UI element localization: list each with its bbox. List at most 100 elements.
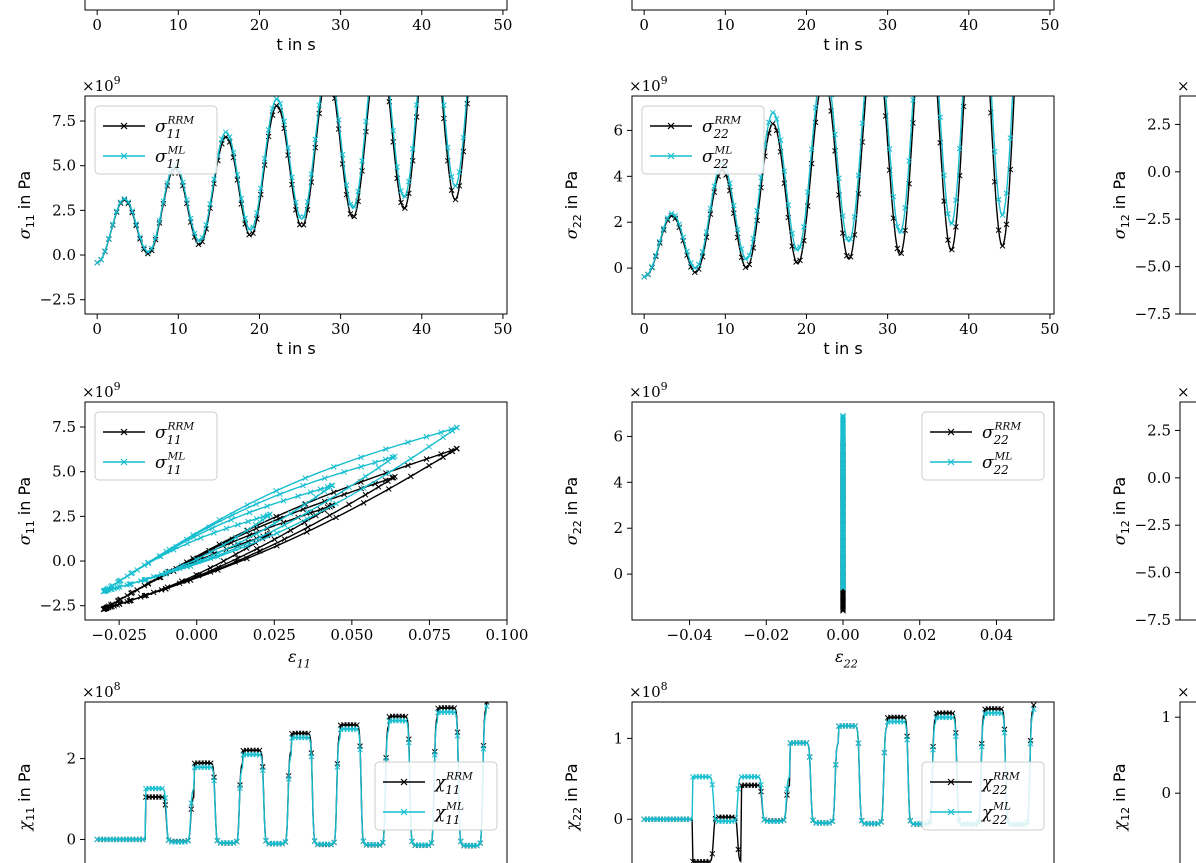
marker-ml <box>256 751 263 758</box>
x-tick-label: 0.075 <box>408 626 451 644</box>
marker-rrm <box>287 527 294 534</box>
marker-ml <box>190 532 196 538</box>
marker-ml <box>817 74 822 79</box>
legend-marker <box>120 152 128 160</box>
marker-ml <box>254 210 260 216</box>
marker-ml <box>302 475 309 481</box>
x-tick-label: 50 <box>1040 16 1059 34</box>
marker-ml <box>245 518 251 525</box>
marker-ml <box>264 513 271 520</box>
legend: σ22RRM σ22ML <box>921 411 1045 481</box>
marker-ml <box>430 0 435 4</box>
marker-ml <box>812 104 819 111</box>
x-tick-label: 0 <box>92 320 102 338</box>
y-tick-label: 0 <box>1161 784 1171 802</box>
marker-ml <box>769 109 776 116</box>
marker-ml <box>998 710 1005 717</box>
marker-ml <box>183 536 190 543</box>
marker-ml <box>207 549 214 556</box>
marker-ml <box>426 0 431 4</box>
marker-ml <box>881 749 888 756</box>
y-axis-label: σ12 in Pa <box>1110 477 1132 545</box>
marker-ml <box>358 454 364 461</box>
marker-ml <box>882 96 889 99</box>
marker-ml <box>285 145 291 151</box>
marker-rrm <box>371 58 376 63</box>
marker-ml <box>376 841 383 848</box>
svg-text:χ22 in Pa: χ22 in Pa <box>562 763 584 831</box>
marker-ml <box>914 35 919 40</box>
marker-ml <box>451 709 458 716</box>
y-tick-label: 4 <box>613 473 623 491</box>
marker-ml <box>289 174 295 181</box>
marker-ml <box>257 534 263 541</box>
marker-ml <box>383 54 388 59</box>
marker-ml <box>801 224 807 230</box>
subplot-sigma11-time: 0 10 20 30 40 50 −2.5 0.0 2.5 5.0 7.5 t in s σ11 in … <box>15 0 512 358</box>
marker-ml <box>360 485 367 491</box>
marker-ml <box>277 100 284 107</box>
marker-ml <box>941 172 947 179</box>
marker-rrm <box>354 722 360 728</box>
marker-ml <box>116 584 123 590</box>
marker-ml <box>305 509 311 515</box>
marker-ml <box>128 570 134 577</box>
marker-ml <box>145 559 152 566</box>
legend: σ11RRM σ11ML <box>94 411 218 481</box>
marker-rrm <box>817 89 822 94</box>
marker-ml <box>211 530 217 536</box>
marker-ml <box>804 189 811 195</box>
y-tick-label: 5.0 <box>52 157 76 175</box>
marker-ml <box>379 33 384 38</box>
svg-text:χ12 in Pa: χ12 in Pa <box>1110 763 1132 831</box>
marker-ml <box>930 746 936 753</box>
legend-marker <box>120 122 128 130</box>
marker-ml <box>1027 740 1034 747</box>
x-tick-label: 0.00 <box>826 626 859 644</box>
axes-frame <box>84 0 508 11</box>
marker-ml <box>793 246 799 252</box>
marker-ml <box>233 838 240 845</box>
subplot-sigma12-time-partial: −7.5 −5.0 −2.5 0.0 2.5 σ12 in Pa × <box>1110 77 1196 323</box>
marker-rrm <box>901 714 907 721</box>
marker-rrm <box>1012 90 1017 95</box>
marker-ml <box>156 217 163 224</box>
marker-rrm <box>407 473 414 480</box>
marker-rrm <box>797 257 803 264</box>
svg-text:χ11 in Pa: χ11 in Pa <box>15 763 37 831</box>
marker-ml <box>207 201 213 207</box>
marker-ml <box>250 224 256 231</box>
marker-ml <box>228 516 234 523</box>
marker-ml <box>695 261 702 268</box>
marker-ml <box>872 10 877 15</box>
marker-ml <box>746 252 753 259</box>
marker-ml <box>264 503 270 510</box>
marker-ml <box>890 193 897 200</box>
marker-ml <box>265 127 272 133</box>
marker-rrm <box>793 259 799 265</box>
x-tick-label: 10 <box>169 16 188 34</box>
marker-ml <box>159 785 165 792</box>
marker-rrm <box>158 587 165 593</box>
marker-ml <box>300 214 307 220</box>
marker-ml <box>333 500 339 507</box>
marker-rrm <box>233 551 239 558</box>
marker-ml <box>686 816 693 823</box>
marker-ml <box>195 237 202 244</box>
svg-text:σ11 in Pa: σ11 in Pa <box>15 477 37 545</box>
marker-rrm <box>930 22 935 27</box>
marker-rrm <box>321 85 326 90</box>
y-tick-label: 2.5 <box>1147 421 1171 439</box>
marker-ml <box>728 818 735 825</box>
marker-ml <box>317 486 324 493</box>
marker-rrm <box>163 585 169 592</box>
y-axis-label: σ22 in Pa <box>562 171 584 239</box>
marker-ml <box>699 248 706 255</box>
subplot-sigma22-strain: −0.04 −0.02 0.00 0.02 0.04 0 2 4 6 ε22 σ22 in Pa ×1… <box>562 380 1055 671</box>
x-tick-label: 20 <box>250 16 269 34</box>
marker-rrm <box>347 211 354 217</box>
svg-text:σ22 in Pa: σ22 in Pa <box>562 171 584 239</box>
marker-ml <box>431 751 438 758</box>
marker-rrm <box>360 500 367 506</box>
